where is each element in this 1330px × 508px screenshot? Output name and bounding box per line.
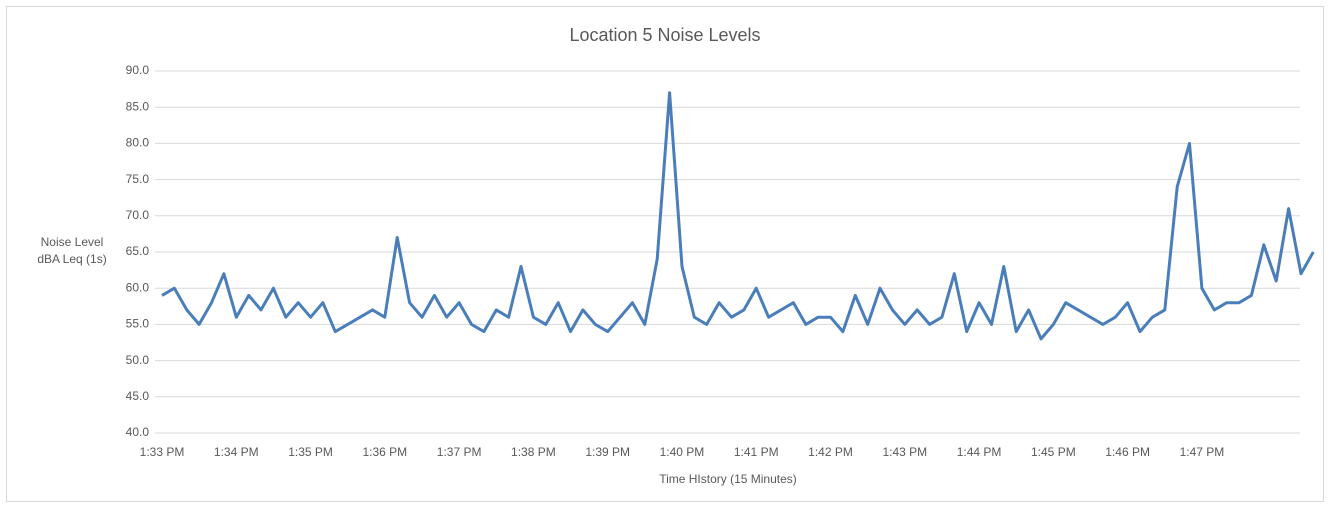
x-tick-label: 1:34 PM	[214, 445, 259, 459]
y-axis-label: dBA Leq (1s)	[37, 252, 106, 266]
x-tick-label: 1:46 PM	[1105, 445, 1150, 459]
x-tick-label: 1:37 PM	[437, 445, 482, 459]
y-tick-label: 80.0	[126, 136, 150, 150]
y-tick-label: 45.0	[126, 389, 150, 403]
x-tick-label: 1:36 PM	[362, 445, 407, 459]
data-line	[161, 91, 1315, 341]
y-tick-label: 50.0	[126, 353, 150, 367]
x-tick-label: 1:38 PM	[511, 445, 556, 459]
x-tick-label: 1:43 PM	[882, 445, 927, 459]
y-tick-label: 60.0	[126, 280, 150, 294]
x-tick-label: 1:41 PM	[734, 445, 779, 459]
x-tick-label: 1:39 PM	[585, 445, 630, 459]
y-tick-label: 55.0	[126, 317, 150, 331]
chart-border	[6, 6, 1324, 502]
x-tick-label: 1:40 PM	[660, 445, 705, 459]
y-tick-label: 90.0	[126, 63, 150, 77]
y-tick-label: 65.0	[126, 244, 150, 258]
x-tick-label: 1:35 PM	[288, 445, 333, 459]
x-tick-label: 1:47 PM	[1180, 445, 1225, 459]
x-tick-label: 1:42 PM	[808, 445, 853, 459]
x-tick-label: 1:45 PM	[1031, 445, 1076, 459]
y-tick-label: 75.0	[126, 172, 150, 186]
y-tick-label: 85.0	[126, 99, 150, 113]
x-axis-label: Time HIstory (15 Minutes)	[659, 472, 797, 486]
x-tick-label: 1:33 PM	[140, 445, 185, 459]
x-tick-label: 1:44 PM	[957, 445, 1002, 459]
y-tick-label: 40.0	[126, 425, 150, 439]
chart-title: Location 5 Noise Levels	[569, 25, 760, 45]
y-axis-label: Noise Level	[41, 235, 104, 249]
y-tick-label: 70.0	[126, 208, 150, 222]
